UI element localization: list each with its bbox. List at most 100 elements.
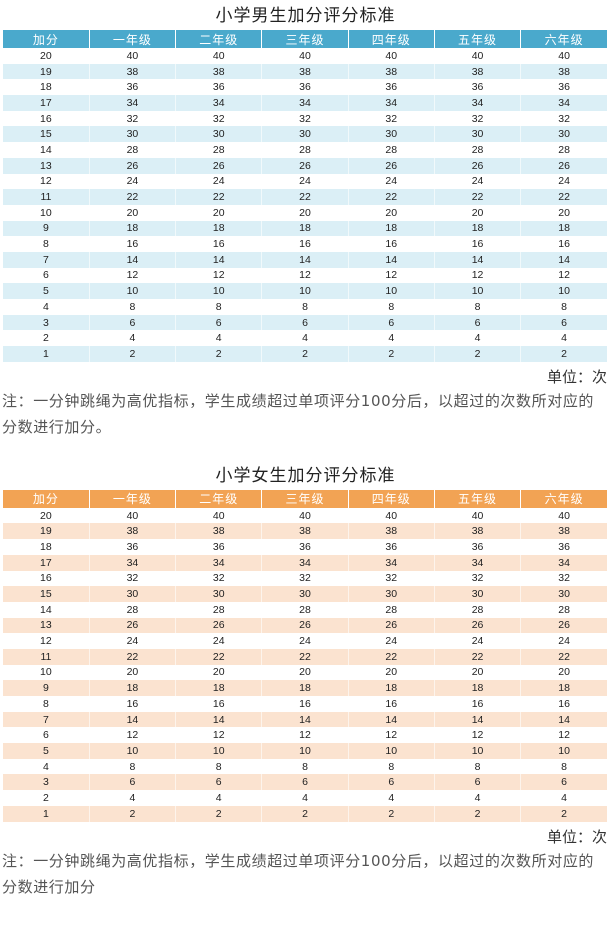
boys-unit-label: 单位：次 bbox=[546, 367, 607, 386]
count-cell: 26 bbox=[347, 617, 435, 634]
bonus-cell: 18 bbox=[40, 81, 52, 94]
bonus-cell: 9 bbox=[42, 682, 49, 695]
count-cell: 26 bbox=[88, 617, 176, 634]
count-cell: 32 bbox=[175, 570, 262, 587]
bonus-cell: 14 bbox=[40, 603, 52, 616]
count-cell: 6 bbox=[347, 314, 435, 331]
count-cell: 16 bbox=[520, 696, 607, 712]
count-cell: 26 bbox=[175, 617, 262, 634]
count-cell: 10 bbox=[433, 283, 521, 299]
count-cell: 28 bbox=[88, 142, 176, 158]
count-cell: 8 bbox=[347, 299, 435, 315]
count-cell: 14 bbox=[88, 251, 176, 268]
count-cell: 38 bbox=[347, 523, 435, 540]
bonus-cell: 2 bbox=[42, 332, 49, 345]
count-cell: 22 bbox=[433, 189, 521, 205]
count-cell: 24 bbox=[175, 173, 262, 190]
count-cell: 12 bbox=[433, 727, 521, 744]
column-header-grade: 四年级 bbox=[347, 30, 435, 48]
count-cell: 24 bbox=[88, 173, 176, 190]
count-cell: 16 bbox=[261, 236, 349, 252]
count-cell: 20 bbox=[175, 664, 262, 681]
table-row: 14 28 28 28 28 28 28 bbox=[3, 142, 607, 158]
count-cell: 8 bbox=[520, 299, 607, 315]
count-cell: 4 bbox=[261, 330, 349, 347]
table-row: 10 20 20 20 20 20 20 bbox=[3, 204, 607, 221]
table-row: 19 38 38 38 38 38 38 bbox=[3, 523, 607, 540]
count-cell: 18 bbox=[433, 220, 521, 237]
table-row: 12 24 24 24 24 24 24 bbox=[3, 633, 607, 649]
count-cell: 2 bbox=[175, 805, 262, 822]
table-row: 11 22 22 22 22 22 22 bbox=[3, 648, 607, 665]
count-cell: 14 bbox=[88, 711, 176, 728]
count-cell: 28 bbox=[175, 601, 262, 618]
count-cell: 18 bbox=[175, 220, 262, 237]
count-cell: 36 bbox=[433, 79, 521, 96]
count-cell: 24 bbox=[433, 633, 521, 649]
boys-table-title: 小学男生加分评分标准 bbox=[215, 6, 396, 26]
count-cell: 4 bbox=[433, 330, 521, 347]
count-cell: 22 bbox=[347, 648, 435, 665]
column-header-grade: 一年级 bbox=[88, 30, 176, 48]
count-cell: 36 bbox=[261, 79, 349, 96]
table-row: 10 20 20 20 20 20 20 bbox=[3, 664, 607, 681]
girls-unit-label: 单位：次 bbox=[546, 827, 607, 846]
count-cell: 38 bbox=[347, 63, 435, 80]
table-row: 20 40 40 40 40 40 40 bbox=[3, 507, 607, 524]
count-cell: 18 bbox=[88, 220, 176, 237]
count-cell: 8 bbox=[88, 758, 176, 775]
count-cell: 22 bbox=[175, 189, 262, 205]
count-cell: 22 bbox=[175, 648, 262, 665]
count-cell: 10 bbox=[88, 283, 176, 299]
table-row: 8 16 16 16 16 16 16 bbox=[3, 236, 607, 252]
count-cell: 28 bbox=[520, 601, 607, 618]
column-header-grade: 六年级 bbox=[520, 489, 607, 508]
count-cell: 10 bbox=[88, 743, 176, 759]
count-cell: 20 bbox=[520, 664, 607, 681]
bonus-cell: 12 bbox=[40, 635, 52, 648]
count-cell: 32 bbox=[433, 570, 521, 587]
count-cell: 4 bbox=[175, 330, 262, 347]
table-row: 7 14 14 14 14 14 14 bbox=[3, 251, 607, 268]
count-cell: 36 bbox=[520, 79, 607, 96]
count-cell: 14 bbox=[175, 251, 262, 268]
count-cell: 22 bbox=[88, 189, 176, 205]
count-cell: 40 bbox=[175, 48, 262, 64]
count-cell: 2 bbox=[433, 346, 521, 362]
count-cell: 8 bbox=[347, 758, 435, 775]
bonus-cell: 8 bbox=[42, 238, 49, 251]
count-cell: 4 bbox=[175, 790, 262, 806]
bonus-cell: 1 bbox=[42, 807, 49, 820]
count-cell: 26 bbox=[88, 157, 176, 174]
count-cell: 10 bbox=[520, 743, 607, 759]
count-cell: 32 bbox=[520, 110, 607, 127]
count-cell: 36 bbox=[520, 539, 607, 555]
count-cell: 38 bbox=[88, 63, 176, 80]
bonus-cell: 5 bbox=[42, 285, 49, 298]
table-row: 9 18 18 18 18 18 18 bbox=[3, 680, 607, 696]
count-cell: 28 bbox=[261, 142, 349, 158]
table-row: 6 12 12 12 12 12 12 bbox=[3, 267, 607, 284]
count-cell: 30 bbox=[175, 586, 262, 602]
count-cell: 24 bbox=[433, 173, 521, 190]
count-cell: 22 bbox=[520, 189, 607, 205]
bonus-cell: 4 bbox=[42, 760, 49, 773]
count-cell: 2 bbox=[175, 346, 262, 362]
count-cell: 28 bbox=[175, 142, 262, 158]
bonus-cell: 13 bbox=[40, 159, 52, 172]
table-row: 6 12 12 12 12 12 12 bbox=[3, 727, 607, 744]
count-cell: 4 bbox=[520, 330, 607, 347]
girls-section: 小学女生加分评分标准 加分 一年级 二年级 三年级 四年级 五年级 六年级 20 40 40 40… bbox=[0, 440, 611, 900]
count-cell: 34 bbox=[261, 95, 349, 111]
count-cell: 2 bbox=[88, 346, 176, 362]
count-cell: 20 bbox=[261, 664, 349, 681]
count-cell: 34 bbox=[433, 554, 521, 571]
count-cell: 34 bbox=[433, 95, 521, 111]
count-cell: 4 bbox=[347, 790, 435, 806]
count-cell: 24 bbox=[261, 173, 349, 190]
count-cell: 32 bbox=[88, 570, 176, 587]
table-row: 16 32 32 32 32 32 32 bbox=[3, 110, 607, 127]
count-cell: 10 bbox=[433, 743, 521, 759]
